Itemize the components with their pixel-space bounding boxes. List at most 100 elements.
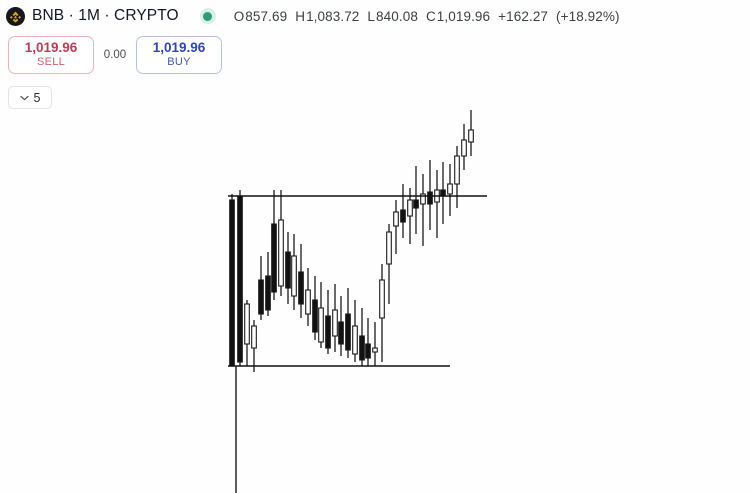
candle — [278, 190, 284, 296]
candle — [379, 264, 385, 362]
candle — [258, 256, 264, 320]
candle-body-up — [244, 303, 250, 345]
candle — [271, 190, 277, 300]
quantity-value: 5 — [33, 90, 41, 105]
candle — [359, 308, 365, 366]
candle — [468, 110, 474, 156]
market-open-dot-icon[interactable] — [196, 4, 220, 28]
open-value: 857.69 — [245, 8, 288, 24]
candle-body-down — [345, 313, 351, 351]
candle-body-up — [461, 139, 467, 157]
candle — [420, 174, 426, 246]
candle-body-up — [447, 183, 453, 195]
candle-body-down — [338, 321, 344, 345]
candle-body-down — [413, 199, 419, 209]
sell-label: SELL — [36, 55, 66, 68]
symbol-title[interactable]: BNB · 1M · CRYPTO — [32, 7, 179, 24]
ohlc-legend: O857.69 H1,083.72 L840.08 C1,019.96 +162.27 (… — [234, 9, 621, 24]
candle-body-down — [265, 275, 271, 311]
chevron-down-icon[interactable] — [19, 95, 29, 101]
candle — [427, 160, 433, 230]
candle — [265, 252, 271, 316]
candle-body-up — [379, 279, 385, 319]
chart-canvas[interactable] — [0, 104, 750, 493]
candle — [332, 284, 338, 352]
sell-price: 1,019.96 — [24, 40, 78, 56]
candle-body-down — [298, 271, 304, 305]
bnb-logo-icon — [6, 6, 25, 26]
candle-body-up — [291, 255, 297, 297]
candle-body-up — [386, 231, 392, 265]
candle — [440, 162, 446, 224]
candle — [318, 282, 324, 348]
buy-button[interactable]: 1,019.96 BUY — [136, 36, 222, 74]
candle — [325, 290, 331, 354]
candle-body-down — [229, 199, 235, 367]
candle — [413, 166, 419, 234]
candle-body-down — [312, 299, 318, 333]
candle-body-up — [420, 193, 426, 205]
candle — [345, 288, 351, 358]
spread-value: 0.00 — [103, 49, 127, 61]
close-value: 1,019.96 — [436, 8, 491, 24]
candle-body-up — [318, 307, 324, 343]
candle-body-down — [359, 335, 365, 361]
candle-body-down — [285, 251, 291, 289]
candle — [244, 300, 250, 366]
candle — [291, 234, 297, 310]
candle-body-down — [237, 195, 243, 363]
high-value: 1,083.72 — [306, 8, 360, 24]
change-percent: (+18.92%) — [556, 8, 620, 24]
market-status-core — [203, 11, 213, 21]
candle-body-down — [365, 343, 371, 359]
buy-label: BUY — [167, 55, 191, 68]
low-label: L — [367, 8, 376, 24]
candle — [298, 244, 304, 318]
candle-body-up — [352, 325, 358, 355]
candle — [285, 232, 291, 304]
candle — [352, 300, 358, 362]
chart-header: BNB · 1M · CRYPTO O857.69 H1,083.72 L840.0… — [0, 0, 750, 32]
candle — [461, 124, 467, 170]
candle-body-down — [427, 191, 433, 205]
candle — [407, 188, 413, 244]
candle — [229, 194, 235, 367]
candle-body-down — [325, 315, 331, 349]
candle-body-up — [305, 289, 311, 315]
candle — [454, 146, 460, 208]
candle — [237, 190, 243, 366]
sell-button[interactable]: 1,019.96 SELL — [8, 36, 94, 74]
candle-body-up — [251, 325, 257, 349]
candle-body-down — [440, 189, 446, 197]
candle-body-up — [332, 309, 338, 337]
close-label: C — [425, 8, 436, 24]
open-label: O — [233, 8, 245, 24]
candle — [338, 296, 344, 356]
low-value: 840.08 — [376, 8, 418, 24]
change-value: +162.27 — [498, 8, 549, 24]
candle — [400, 184, 406, 238]
quantity-stepper[interactable]: 5 — [8, 86, 52, 109]
candle-body-up — [393, 211, 399, 227]
candle — [372, 322, 378, 366]
candle-body-up — [278, 219, 284, 287]
market-status-halo — [199, 8, 216, 24]
candle — [447, 164, 453, 216]
candle — [365, 318, 371, 366]
candle — [305, 268, 311, 326]
trade-panel: 1,019.96 SELL 0.00 1,019.96 BUY — [8, 36, 222, 74]
candle — [434, 170, 440, 238]
candle — [393, 200, 399, 254]
candle-body-up — [454, 155, 460, 185]
candle-body-up — [372, 347, 378, 353]
candlestick-chart[interactable] — [0, 104, 750, 493]
candle-body-down — [400, 209, 406, 223]
high-label: H — [295, 8, 306, 24]
candle-body-down — [271, 223, 277, 293]
candle — [312, 276, 318, 340]
buy-price: 1,019.96 — [152, 40, 206, 56]
candle — [386, 224, 392, 304]
candle — [251, 320, 257, 372]
candle-body-up — [468, 129, 474, 143]
